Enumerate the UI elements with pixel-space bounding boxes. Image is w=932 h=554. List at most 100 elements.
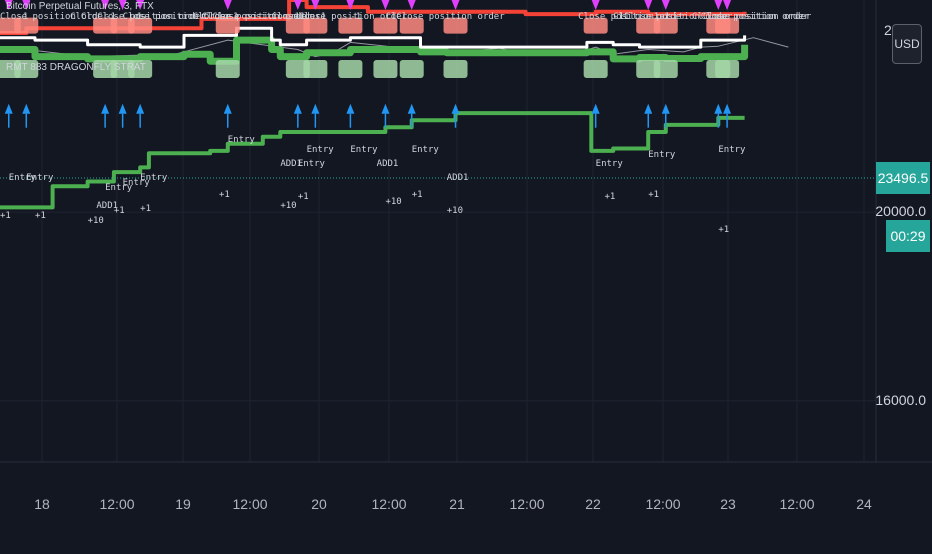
entry-arrow	[644, 103, 653, 114]
x-tick-label: 21	[449, 496, 465, 512]
entry-arrow	[451, 103, 460, 114]
entry-arrow	[407, 103, 416, 114]
exit-arrow	[407, 0, 416, 10]
signal-markers	[0, 0, 740, 128]
lower-band-line	[0, 111, 745, 210]
entry-arrow	[223, 103, 232, 114]
trade-label: -1	[105, 12, 116, 22]
signal-box-short	[338, 17, 363, 34]
trade-label: +1	[0, 210, 11, 221]
trade-label: +1	[648, 189, 660, 200]
signal-box-short	[215, 17, 240, 34]
trade-label: +1	[140, 203, 151, 214]
trade-label: +1	[219, 189, 230, 200]
exit-arrow	[118, 0, 127, 10]
exit-arrow	[346, 0, 355, 10]
trade-label: -11	[289, 12, 306, 22]
exit-arrow	[4, 0, 13, 10]
currency-button[interactable]: USD	[892, 24, 922, 64]
exit-arrow	[591, 0, 600, 10]
x-tick-label: 12:00	[99, 496, 135, 512]
trade-label: Entry	[718, 144, 746, 155]
entry-arrow	[4, 103, 13, 114]
signal-box-long	[14, 60, 39, 78]
x-tick-label: 18	[34, 496, 50, 512]
signal-box-short	[399, 17, 424, 34]
signal-box-short	[583, 17, 608, 34]
trade-label: ADD1	[280, 159, 302, 169]
signal-box-long	[443, 60, 468, 78]
trade-label: Entry	[122, 177, 150, 188]
x-tick-label: 12:00	[232, 496, 268, 512]
x-tick-label: 22	[585, 496, 601, 512]
signal-box-long	[303, 60, 328, 78]
exit-arrow	[293, 0, 302, 10]
trade-label: +10	[385, 196, 402, 207]
signal-box-long	[399, 60, 424, 78]
trade-label: +1	[35, 210, 46, 221]
signal-box-short	[128, 17, 153, 34]
signal-box-short	[715, 17, 740, 34]
exit-arrow	[644, 0, 653, 10]
trade-label: ClClose position order	[192, 12, 312, 22]
trade-label: +10	[446, 206, 464, 217]
trade-label: +1	[113, 206, 125, 217]
signal-box-long	[373, 60, 398, 78]
trade-label: Entry	[105, 182, 133, 193]
signal-box-short	[443, 17, 468, 34]
signal-box-short	[653, 17, 678, 34]
trade-label: +10	[87, 215, 104, 226]
trade-label: Close position order	[700, 12, 810, 22]
trade-label: -1-1	[648, 12, 670, 22]
trade-label: +1	[604, 192, 616, 202]
entry-arrow	[293, 103, 302, 114]
trade-label: ClClose position order	[385, 12, 505, 22]
entry-arrow	[346, 103, 355, 114]
mid-line-lower	[0, 36, 749, 65]
trade-label: Close position order	[0, 12, 109, 22]
entry-arrow	[22, 103, 31, 114]
exit-arrow	[723, 0, 732, 10]
trade-label: -1	[350, 12, 362, 22]
x-tick-label: 20	[311, 496, 327, 512]
trade-label: ADD1	[96, 201, 119, 212]
trade-label: Entry	[26, 173, 54, 184]
x-tick-label: 23	[720, 496, 736, 512]
signal-box-short	[373, 17, 398, 34]
trade-label: -1	[131, 12, 143, 22]
entry-arrow	[723, 103, 732, 114]
entry-arrow	[136, 103, 145, 114]
entry-arrow	[714, 103, 723, 114]
signal-box-long	[583, 60, 608, 78]
trade-label: Entry	[227, 135, 255, 146]
exit-arrow	[451, 0, 460, 10]
trade-label: ClClose position order	[692, 12, 812, 22]
trade-label: Entry	[306, 144, 334, 155]
trade-label: ClClose position order	[201, 12, 321, 22]
trade-label: Entry	[140, 173, 168, 184]
exit-arrow	[661, 0, 670, 10]
bar-countdown-tag: 00:29	[886, 220, 930, 252]
trade-label: -1	[315, 12, 327, 22]
trade-label: Entry	[648, 149, 676, 160]
entry-arrow	[101, 103, 110, 114]
x-tick-label: 12:00	[645, 496, 681, 512]
trade-label: -11	[613, 12, 630, 22]
symbol-title: Bitcoin Perpetual Futures, 3, FTX	[6, 1, 154, 12]
entry-arrow	[591, 103, 600, 114]
trade-label: Entry	[297, 159, 325, 169]
x-tick-label: 12:00	[779, 496, 815, 512]
trade-label: Entry	[350, 144, 378, 155]
trade-label: ClClose position order	[613, 12, 733, 22]
upper-band-line	[0, 0, 747, 35]
trade-label: -1	[17, 12, 29, 22]
y-tick-label-partial: 2	[884, 22, 892, 38]
exit-arrow	[381, 0, 390, 10]
signal-box-long	[128, 60, 153, 78]
trade-label: +1	[297, 192, 309, 202]
exit-arrow	[223, 0, 232, 10]
x-tick-label: 19	[175, 496, 191, 512]
entry-arrow	[118, 103, 127, 114]
